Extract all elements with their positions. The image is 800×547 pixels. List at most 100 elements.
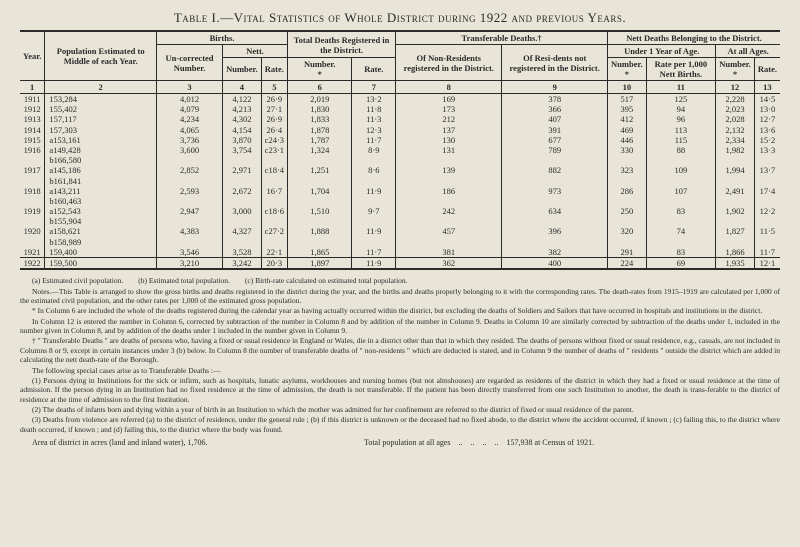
table-row: 1922159,5003,2103,24220·31,89711·9362400… xyxy=(20,258,780,270)
col-nett-deaths: Nett Deaths Belonging to the District. xyxy=(608,31,780,45)
cell-year xyxy=(20,216,45,226)
cell-tdr xyxy=(352,216,396,226)
cell-bn xyxy=(223,155,262,165)
cell-rn xyxy=(502,155,608,165)
cell-u1n xyxy=(608,216,647,226)
cell-nr: 137 xyxy=(396,125,502,135)
col-births: Births. xyxy=(157,31,288,45)
col-year: Year. xyxy=(20,31,45,81)
note-8: (3) Deaths from violence are referred (a… xyxy=(20,415,780,434)
table-row: b155,904 xyxy=(20,216,780,226)
cell-pop: 159,500 xyxy=(45,258,157,270)
cell-aan: 2,132 xyxy=(716,125,755,135)
cell-rn xyxy=(502,237,608,247)
cell-aan: 1,866 xyxy=(716,247,755,258)
cell-unc: 3,546 xyxy=(157,247,223,258)
cell-aar xyxy=(754,176,780,186)
cell-pop: b166,580 xyxy=(45,155,157,165)
cell-rn: 391 xyxy=(502,125,608,135)
cell-tdn: 1,897 xyxy=(288,258,352,270)
cell-bn: 3,000 xyxy=(223,206,262,216)
cell-year xyxy=(20,176,45,186)
cell-bn: 3,242 xyxy=(223,258,262,270)
cell-u1n: 250 xyxy=(608,206,647,216)
cell-bn: 2,971 xyxy=(223,165,262,175)
cell-u1n xyxy=(608,237,647,247)
cell-u1n: 412 xyxy=(608,114,647,124)
cell-tdn: 1,865 xyxy=(288,247,352,258)
cell-nr: 457 xyxy=(396,226,502,236)
cell-rn: 378 xyxy=(502,94,608,105)
cell-pop: b158,989 xyxy=(45,237,157,247)
cell-u1r xyxy=(646,176,716,186)
cell-br: 26·4 xyxy=(261,125,287,135)
cell-br xyxy=(261,176,287,186)
table-row: 1916a149,4283,6003,754c23·11,3248·913178… xyxy=(20,145,780,155)
col-br: Rate. xyxy=(261,58,287,81)
cell-year: 1913 xyxy=(20,114,45,124)
cell-u1r xyxy=(646,155,716,165)
cell-tdn: 1,888 xyxy=(288,226,352,236)
cell-pop: b160,463 xyxy=(45,196,157,206)
cell-aan: 2,491 xyxy=(716,186,755,196)
cell-u1n: 291 xyxy=(608,247,647,258)
cell-pop: 157,303 xyxy=(45,125,157,135)
cell-u1r: 96 xyxy=(646,114,716,124)
cell-bn: 3,870 xyxy=(223,135,262,145)
cell-aar: 13·3 xyxy=(754,145,780,155)
cell-aar: 13·0 xyxy=(754,104,780,114)
cell-tdr: 11·9 xyxy=(352,258,396,270)
cell-rn xyxy=(502,196,608,206)
cell-nr: 186 xyxy=(396,186,502,196)
cell-tdn xyxy=(288,176,352,186)
cell-aar: 14·5 xyxy=(754,94,780,105)
cell-nr xyxy=(396,196,502,206)
cell-u1r xyxy=(646,237,716,247)
cell-br: c24·3 xyxy=(261,135,287,145)
cell-br: c18·4 xyxy=(261,165,287,175)
cell-year: 1922 xyxy=(20,258,45,270)
cell-aar xyxy=(754,196,780,206)
col-num-9: 9 xyxy=(502,81,608,94)
cell-aan xyxy=(716,196,755,206)
cell-nr: 131 xyxy=(396,145,502,155)
cell-tdr: 9·7 xyxy=(352,206,396,216)
cell-tdr xyxy=(352,176,396,186)
cell-nr: 212 xyxy=(396,114,502,124)
cell-bn: 4,154 xyxy=(223,125,262,135)
col-num-6: 6 xyxy=(288,81,352,94)
cell-aar: 12·1 xyxy=(754,258,780,270)
cell-bn: 4,213 xyxy=(223,104,262,114)
cell-tdn: 1,510 xyxy=(288,206,352,216)
cell-aan: 2,334 xyxy=(716,135,755,145)
cell-u1n xyxy=(608,176,647,186)
cell-u1r: 107 xyxy=(646,186,716,196)
col-under1: Under 1 Year of Age. xyxy=(608,45,716,58)
table-row: 1914157,3034,0654,15426·41,87812·3137391… xyxy=(20,125,780,135)
cell-tdr: 11·7 xyxy=(352,247,396,258)
cell-year: 1920 xyxy=(20,226,45,236)
cell-year: 1914 xyxy=(20,125,45,135)
col-u1n: Number.* xyxy=(608,58,647,81)
table-row: 1921159,4003,5463,52822·11,86511·7381382… xyxy=(20,247,780,258)
cell-aan: 1,935 xyxy=(716,258,755,270)
cell-rn: 407 xyxy=(502,114,608,124)
cell-aan xyxy=(716,237,755,247)
cell-u1n xyxy=(608,155,647,165)
cell-rn: 634 xyxy=(502,206,608,216)
cell-tdr: 8·6 xyxy=(352,165,396,175)
cell-nr: 139 xyxy=(396,165,502,175)
cell-pop: 157,117 xyxy=(45,114,157,124)
cell-nr: 242 xyxy=(396,206,502,216)
cell-pop: a158,621 xyxy=(45,226,157,236)
cell-aan xyxy=(716,176,755,186)
cell-year xyxy=(20,237,45,247)
cell-aar xyxy=(754,237,780,247)
cell-year xyxy=(20,196,45,206)
col-num-5: 5 xyxy=(261,81,287,94)
cell-nr xyxy=(396,155,502,165)
cell-pop: a145,186 xyxy=(45,165,157,175)
cell-tdn: 1,878 xyxy=(288,125,352,135)
cell-aan: 1,902 xyxy=(716,206,755,216)
cell-bn xyxy=(223,237,262,247)
